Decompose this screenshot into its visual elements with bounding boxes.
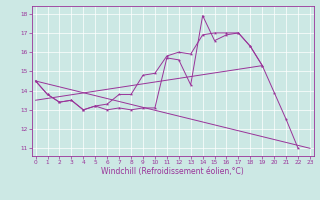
X-axis label: Windchill (Refroidissement éolien,°C): Windchill (Refroidissement éolien,°C) (101, 167, 244, 176)
